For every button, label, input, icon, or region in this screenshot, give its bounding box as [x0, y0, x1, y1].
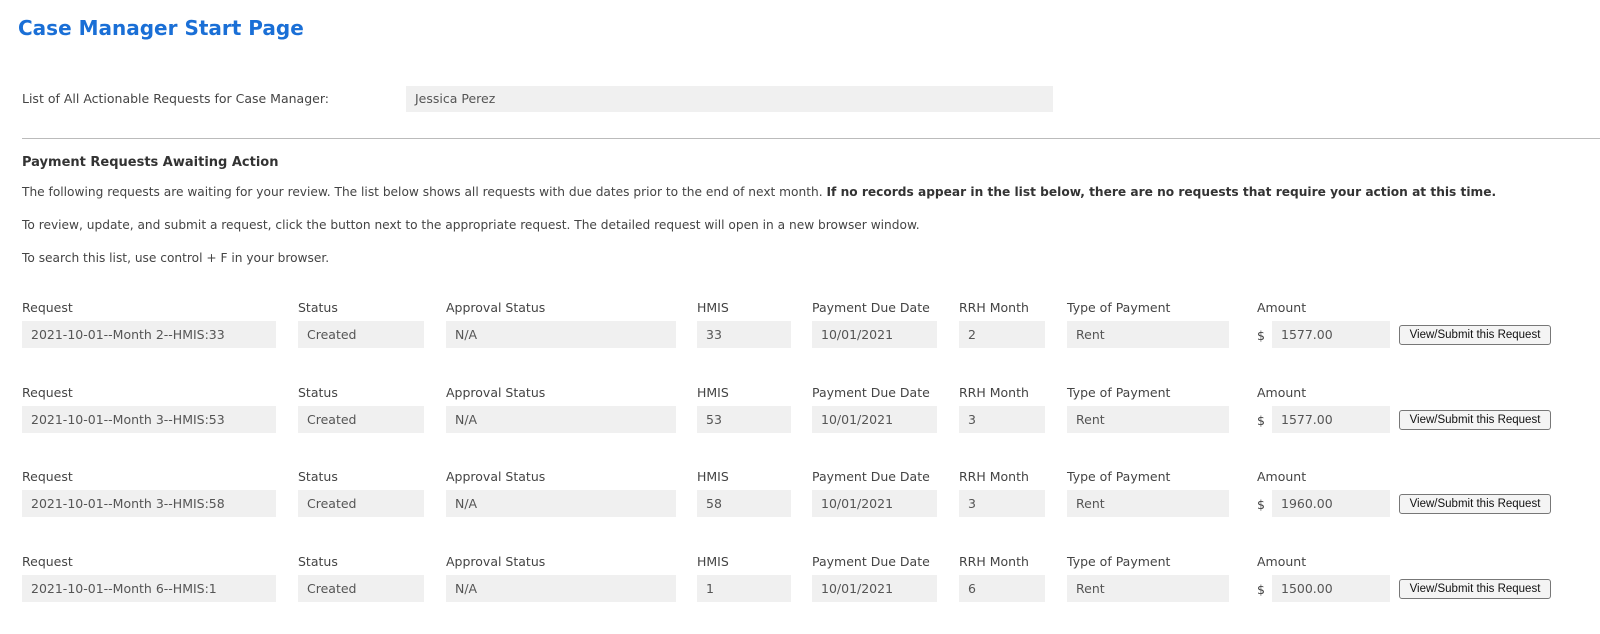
amount-field[interactable]: 1577.00 [1272, 405, 1390, 433]
amount-label: Amount [1257, 300, 1307, 315]
case-manager-label: List of All Actionable Requests for Case… [22, 91, 329, 106]
due-label: Payment Due Date [812, 469, 930, 484]
type-field[interactable]: Rent [1067, 405, 1229, 433]
page-title: Case Manager Start Page [18, 16, 304, 40]
view-submit-request-button[interactable]: View/Submit this Request [1399, 325, 1551, 345]
request-label: Request [22, 384, 73, 400]
hmis-field[interactable]: 58 [697, 490, 791, 517]
hmis-label: HMIS [697, 300, 729, 315]
request-label: Request [22, 300, 73, 315]
currency-symbol: $ [1257, 581, 1265, 597]
view-submit-request-button[interactable]: View/Submit this Request [1399, 494, 1551, 514]
rrh-label: RRH Month [959, 469, 1029, 484]
status-label: Status [298, 553, 338, 569]
divider [22, 138, 1600, 139]
hmis-label: HMIS [697, 553, 729, 569]
currency-symbol: $ [1257, 412, 1265, 428]
request-row: Request 2021-10-01--Month 2--HMIS:33 Statu… [0, 300, 1600, 360]
amount-field[interactable]: 1577.00 [1272, 321, 1390, 348]
request-label: Request [22, 553, 73, 569]
amount-field[interactable]: 1500.00 [1272, 574, 1390, 602]
type-field[interactable]: Rent [1067, 490, 1229, 517]
due-label: Payment Due Date [812, 553, 930, 569]
intro-text: The following requests are waiting for y… [22, 185, 1496, 199]
currency-symbol: $ [1257, 497, 1265, 512]
section-title: Payment Requests Awaiting Action [22, 155, 279, 170]
type-label: Type of Payment [1067, 553, 1171, 569]
type-label: Type of Payment [1067, 469, 1171, 484]
status-field[interactable]: Created [298, 574, 424, 602]
due-field[interactable]: 10/01/2021 [812, 574, 937, 602]
due-label: Payment Due Date [812, 300, 930, 315]
status-field[interactable]: Created [298, 405, 424, 433]
approval-label: Approval Status [446, 300, 546, 315]
status-field[interactable]: Created [298, 490, 424, 517]
type-field[interactable]: Rent [1067, 574, 1229, 602]
hmis-label: HMIS [697, 469, 729, 484]
due-field[interactable]: 10/01/2021 [812, 490, 937, 517]
approval-field[interactable]: N/A [446, 574, 676, 602]
status-label: Status [298, 469, 338, 484]
hmis-label: HMIS [697, 384, 729, 400]
view-submit-request-button[interactable]: View/Submit this Request [1399, 578, 1551, 599]
intro-bold: If no records appear in the list below, … [826, 185, 1497, 199]
hmis-field[interactable]: 1 [697, 574, 791, 602]
request-field[interactable]: 2021-10-01--Month 6--HMIS:1 [22, 574, 276, 602]
rrh-label: RRH Month [959, 553, 1029, 569]
rrh-field[interactable]: 6 [959, 574, 1045, 602]
type-field[interactable]: Rent [1067, 321, 1229, 348]
status-field[interactable]: Created [298, 321, 424, 348]
hmis-field[interactable]: 33 [697, 321, 791, 348]
instruction-text: To review, update, and submit a request,… [22, 218, 920, 232]
approval-field[interactable]: N/A [446, 405, 676, 433]
amount-label: Amount [1257, 553, 1307, 569]
amount-field[interactable]: 1960.00 [1272, 490, 1390, 517]
rrh-field[interactable]: 3 [959, 490, 1045, 517]
due-field[interactable]: 10/01/2021 [812, 321, 937, 348]
amount-label: Amount [1257, 384, 1307, 400]
rrh-field[interactable]: 2 [959, 321, 1045, 348]
status-label: Status [298, 300, 338, 315]
case-manager-field[interactable]: Jessica Perez [406, 86, 1053, 112]
request-row: Request 2021-10-01--Month 3--HMIS:53 Statu… [0, 385, 1600, 445]
hmis-field[interactable]: 53 [697, 405, 791, 433]
request-field[interactable]: 2021-10-01--Month 3--HMIS:58 [22, 490, 276, 517]
request-row: Request 2021-10-01--Month 3--HMIS:58 Statu… [0, 469, 1600, 529]
request-field[interactable]: 2021-10-01--Month 2--HMIS:33 [22, 321, 276, 348]
approval-field[interactable]: N/A [446, 490, 676, 517]
due-field[interactable]: 10/01/2021 [812, 405, 937, 433]
view-submit-request-button[interactable]: View/Submit this Request [1399, 409, 1551, 430]
currency-symbol: $ [1257, 328, 1265, 343]
due-label: Payment Due Date [812, 384, 930, 400]
search-tip: To search this list, use control + F in … [22, 251, 330, 265]
type-label: Type of Payment [1067, 300, 1171, 315]
request-label: Request [22, 469, 73, 484]
request-row: Request 2021-10-01--Month 6--HMIS:1 Status… [0, 554, 1600, 614]
type-label: Type of Payment [1067, 384, 1171, 400]
rrh-label: RRH Month [959, 384, 1029, 400]
intro-normal: The following requests are waiting for y… [22, 185, 827, 199]
request-field[interactable]: 2021-10-01--Month 3--HMIS:53 [22, 405, 276, 433]
amount-label: Amount [1257, 469, 1307, 484]
approval-label: Approval Status [446, 469, 546, 484]
rrh-label: RRH Month [959, 300, 1029, 315]
approval-field[interactable]: N/A [446, 321, 676, 348]
approval-label: Approval Status [446, 384, 546, 400]
approval-label: Approval Status [446, 553, 546, 569]
rrh-field[interactable]: 3 [959, 405, 1045, 433]
status-label: Status [298, 384, 338, 400]
